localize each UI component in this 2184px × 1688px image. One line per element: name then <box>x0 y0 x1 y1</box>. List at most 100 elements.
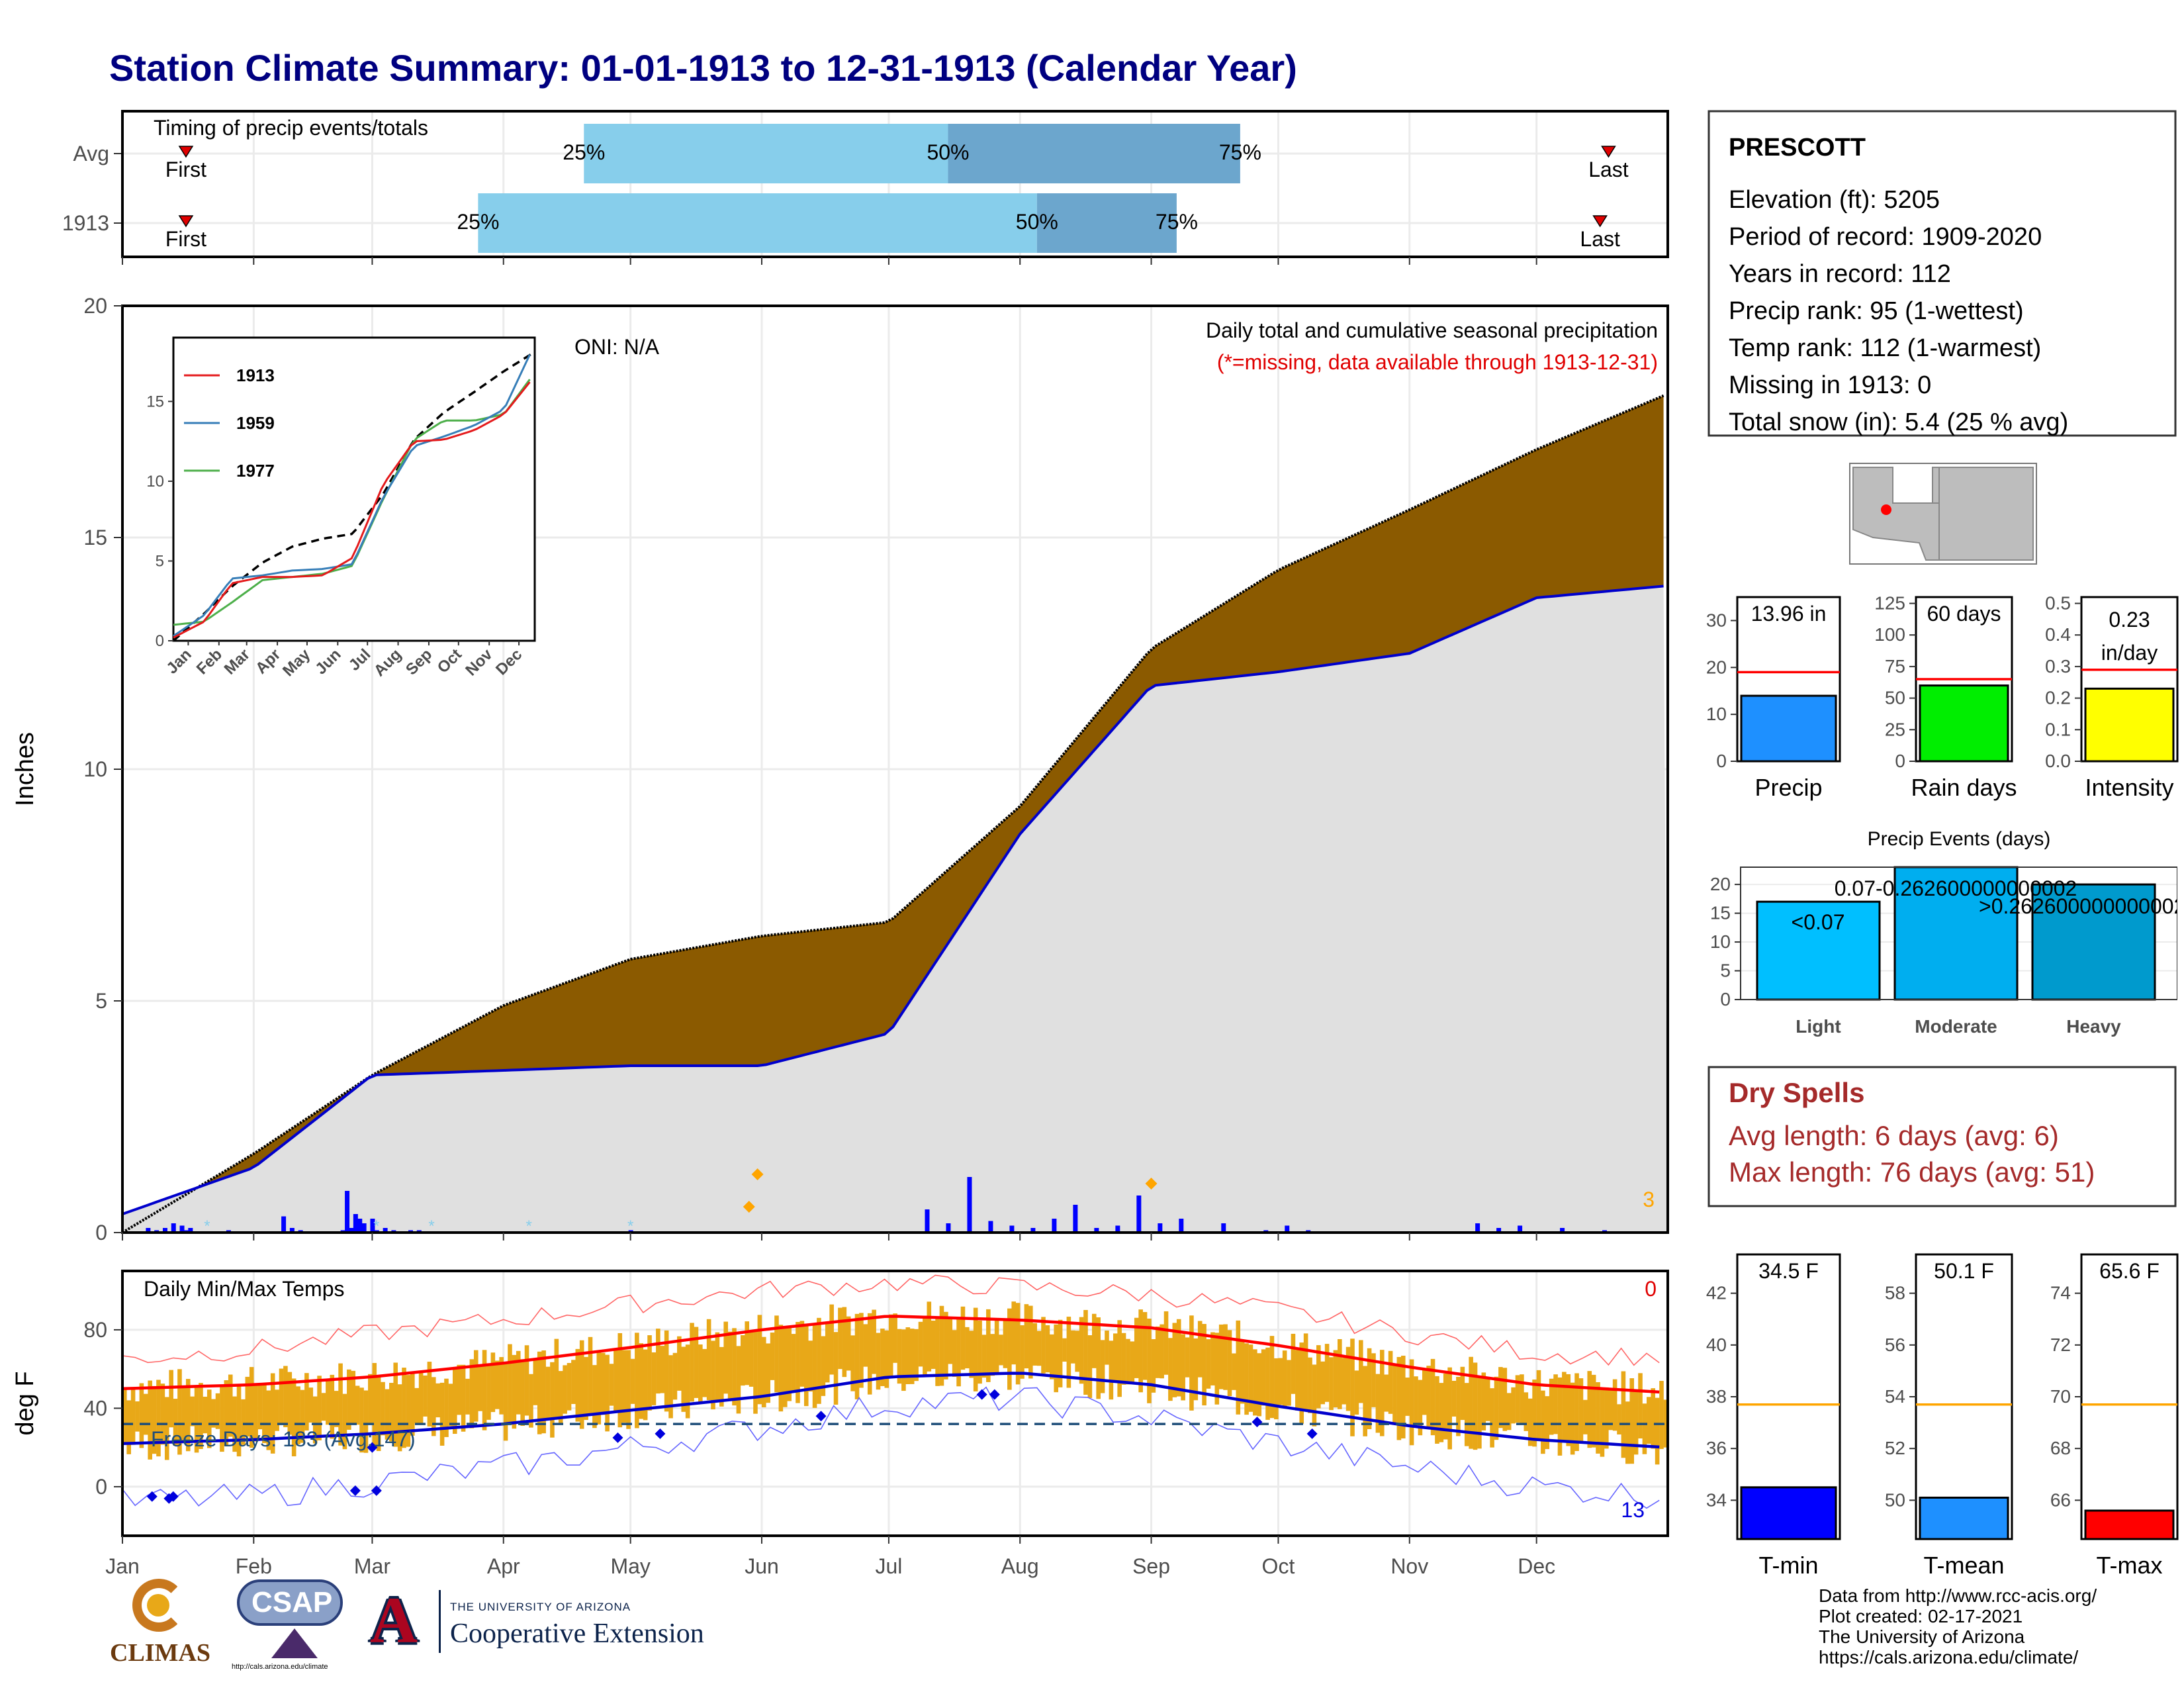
daily-precip-bar <box>349 1228 354 1233</box>
inset-ytick-label: 0 <box>156 632 164 650</box>
daily-temp-bar <box>626 1350 631 1429</box>
month-label: Jan <box>105 1554 140 1578</box>
daily-precip-bar <box>946 1223 951 1233</box>
daily-temp-bar <box>537 1351 542 1434</box>
daily-temp-bar <box>508 1344 512 1424</box>
station-info-line: Years in record: 112 <box>1729 260 1951 288</box>
daily-temp-bar <box>1011 1301 1017 1365</box>
daily-temp-bar <box>690 1323 694 1402</box>
daily-temp-bar <box>1447 1367 1452 1450</box>
events-clip-mask <box>2177 847 2184 1006</box>
daily-temp-bar <box>651 1352 657 1405</box>
daily-temp-bar <box>372 1363 377 1448</box>
daily-temp-bar <box>575 1348 580 1422</box>
daily-precip-bar <box>967 1177 972 1233</box>
timing-label-75: 75% <box>1219 140 1261 164</box>
daily-temp-bar <box>1570 1382 1575 1455</box>
daily-temp-bar <box>317 1376 322 1440</box>
daily-temp-bar <box>1651 1388 1656 1449</box>
inset-series-1959 <box>173 353 531 637</box>
mini-bar-ytick-label: 75 <box>1885 656 1905 677</box>
daily-temp-bar <box>757 1315 762 1405</box>
daily-temp-bar <box>524 1345 529 1416</box>
daily-temp-bar <box>965 1327 970 1369</box>
daily-temp-bar <box>1451 1380 1457 1417</box>
daily-temp-bar <box>347 1369 351 1430</box>
daily-temp-bar <box>1308 1357 1312 1413</box>
daily-temp-bar <box>647 1335 652 1411</box>
station-info-line: Elevation (ft): 5205 <box>1729 186 1940 214</box>
footer-line: https://cals.arizona.edu/climate/ <box>1819 1647 2079 1667</box>
last-event-marker <box>1592 215 1608 228</box>
oni-label: ONI: N/A <box>574 335 660 359</box>
mini-bar-ytick-label: 34 <box>1706 1489 1727 1510</box>
daily-temp-bar <box>909 1329 915 1384</box>
daily-temp-bar <box>1469 1356 1473 1449</box>
daily-temp-bar <box>427 1362 432 1427</box>
last-label: Last <box>1588 158 1629 181</box>
daily-temp-bar <box>1210 1332 1215 1385</box>
record-low-marker <box>349 1485 361 1496</box>
daily-temp-bar <box>1003 1320 1008 1368</box>
station-location-dot <box>1881 504 1891 515</box>
mini-bar-value-label: 60 days <box>1927 602 2001 626</box>
events-ytick-label: 0 <box>1720 989 1731 1009</box>
month-label: Sep <box>1132 1554 1170 1578</box>
daily-temp-bar <box>410 1372 415 1436</box>
daily-temp-bar <box>1557 1377 1563 1456</box>
inset-ytick-label: 5 <box>156 552 164 570</box>
month-label: Oct <box>1262 1554 1295 1578</box>
daily-temp-bar <box>1244 1343 1249 1415</box>
daily-temp-bar <box>355 1385 360 1425</box>
ua-divider <box>439 1590 441 1653</box>
daily-temp-bar <box>745 1321 749 1385</box>
mini-bar-category-label: T-min <box>1759 1552 1819 1579</box>
daily-temp-bar <box>1333 1350 1338 1408</box>
daily-temp-bar <box>448 1383 453 1427</box>
daily-temp-bar <box>1527 1398 1533 1446</box>
mini-bar-ytick-label: 0.5 <box>2045 593 2071 614</box>
station-info-line: Temp rank: 112 (1-warmest) <box>1729 334 2041 362</box>
daily-temp-bar <box>486 1363 491 1420</box>
daily-temp-bar <box>389 1383 394 1442</box>
daily-temp-bar <box>1138 1309 1143 1393</box>
mini-bar-ytick-label: 10 <box>1706 704 1727 724</box>
daily-temp-bar <box>1490 1388 1494 1448</box>
daily-temp-bar <box>1206 1339 1211 1389</box>
daily-temp-bar <box>1498 1367 1503 1429</box>
snow-marker: * <box>204 1217 210 1235</box>
daily-temp-bar <box>550 1362 555 1438</box>
daily-precip-bar <box>361 1223 367 1233</box>
daily-temp-bar <box>326 1380 330 1425</box>
daily-precip-bar <box>1179 1219 1184 1233</box>
station-info-line: Period of record: 1909-2020 <box>1729 223 2042 251</box>
daily-temp-bar <box>796 1321 800 1403</box>
daily-temp-bar <box>812 1324 817 1408</box>
ua-block-a-icon: A <box>369 1583 418 1657</box>
daily-temp-bar <box>270 1373 275 1454</box>
daily-temp-bar <box>1502 1368 1508 1431</box>
daily-temp-bar <box>859 1313 864 1388</box>
daily-temp-bar <box>1566 1374 1571 1446</box>
daily-temp-bar <box>1232 1353 1236 1390</box>
record-low-marker <box>1251 1417 1263 1428</box>
daily-temp-bar <box>1375 1374 1381 1433</box>
daily-precip-bar <box>188 1228 193 1233</box>
daily-temp-bar <box>1050 1334 1054 1380</box>
daily-temp-bar <box>287 1372 293 1435</box>
daily-temp-bar <box>1036 1331 1042 1366</box>
daily-temp-bar <box>621 1350 627 1423</box>
daily-temp-bar <box>863 1324 868 1367</box>
daily-temp-bar <box>1405 1378 1410 1416</box>
daily-temp-bar <box>1312 1364 1317 1427</box>
daily-temp-bar <box>1147 1318 1152 1403</box>
timing-label-25: 25% <box>563 140 605 164</box>
mini-bar-value-label: 0.23 <box>2109 608 2150 632</box>
daily-precip-bar <box>345 1191 350 1233</box>
daily-temp-bar <box>893 1313 897 1363</box>
daily-temp-bar <box>1612 1379 1617 1431</box>
daily-temp-bar <box>308 1387 314 1423</box>
daily-temp-bar <box>368 1374 373 1425</box>
extreme-precip-marker <box>751 1168 764 1180</box>
precip-ytick-label: 15 <box>83 526 107 549</box>
